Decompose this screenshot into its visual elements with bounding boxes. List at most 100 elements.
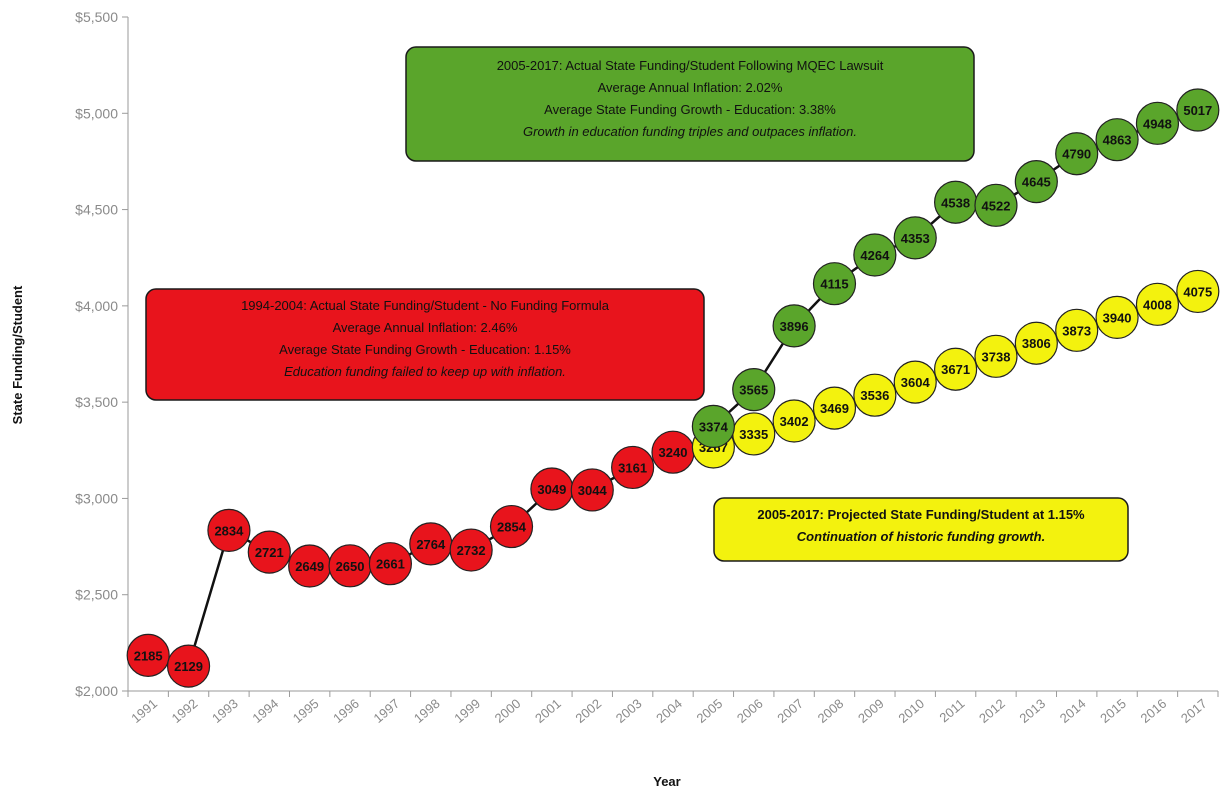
data-label: 4075 [1183,284,1212,299]
x-tick-label: 2005 [694,696,726,726]
data-label: 2721 [255,545,284,560]
data-label: 2185 [134,648,163,663]
x-tick-label: 2000 [492,696,524,726]
data-point [772,304,816,348]
data-label: 3335 [739,427,768,442]
data-label: 4264 [860,248,890,263]
data-label: 3044 [578,483,608,498]
data-point [1014,321,1058,365]
y-axis-title: State Funding/Student [10,285,25,424]
data-label: 3806 [1022,336,1051,351]
data-point [1055,308,1099,352]
data-point [893,360,937,404]
data-label: 4645 [1022,175,1051,190]
data-label: 2129 [174,659,203,674]
annotation-text: Average State Funding Growth - Education… [279,342,571,357]
y-tick-label: $2,500 [75,587,118,603]
data-label: 3873 [1062,323,1091,338]
data-point [126,633,170,677]
data-label: 4353 [901,231,930,246]
data-point [166,644,211,688]
x-tick-label: 1995 [290,696,322,726]
data-label: 4115 [820,277,848,292]
data-label: 2834 [214,523,244,538]
y-tick-label: $5,000 [75,105,118,121]
data-point [933,347,978,391]
data-label: 3940 [1103,310,1132,325]
data-label: 4538 [941,195,970,210]
data-point [1095,118,1139,162]
x-tick-label: 1991 [128,696,160,726]
annotation-boxes: 2005-2017: Actual State Funding/Student … [145,46,1129,562]
data-point [893,216,937,260]
x-tick-label: 2011 [936,696,967,725]
annotation-text: Average Annual Inflation: 2.02% [598,80,783,95]
data-label: 5017 [1183,103,1212,118]
data-label: 2854 [497,520,527,535]
x-tick-label: 2001 [532,696,564,726]
annotation-text: Average Annual Inflation: 2.46% [333,320,518,335]
data-point [974,183,1018,227]
annotation-box-red [145,288,705,401]
data-label: 3402 [780,414,809,429]
x-tick-label: 1994 [249,696,281,726]
annotation-text: Continuation of historic funding growth. [797,529,1045,544]
data-label: 3374 [699,419,729,434]
x-tick-label: 2007 [774,696,806,726]
data-label: 2650 [336,559,365,574]
annotation-box-green [405,46,975,162]
data-point [368,542,413,586]
x-tick-label: 2006 [734,696,766,726]
x-tick-label: 2013 [1016,696,1048,726]
data-point [1135,282,1180,326]
data-label: 3738 [982,349,1011,364]
x-axis-title: Year [653,774,680,789]
data-label: 2649 [295,559,324,574]
data-label: 3604 [901,375,931,390]
data-point [247,530,291,574]
data-point [691,404,735,449]
series-points: 2185 2129 2834 2721 2649 2650 2661 2764 2732 2854… [126,88,1220,688]
data-point [570,468,614,512]
x-tick-label: 2003 [613,696,645,726]
data-point [1095,295,1139,340]
data-label: 4008 [1143,297,1172,312]
data-label: 4863 [1103,133,1132,148]
data-point [489,504,534,549]
data-point [611,445,655,490]
data-label: 3536 [860,388,889,403]
annotation-text: Education funding failed to keep up with… [284,364,566,379]
data-point [449,528,493,572]
x-tick-label: 2012 [976,696,1008,726]
x-tick-label: 2008 [815,696,847,726]
data-label: 3240 [659,445,688,460]
y-tick-label: $4,000 [75,298,118,314]
x-tick-label: 2002 [572,696,604,726]
x-tick-label: 1997 [371,696,403,726]
data-label: 3896 [780,319,809,334]
y-tick-label: $3,500 [75,394,118,410]
x-tick-label: 2010 [895,696,927,726]
x-tick-label: 1993 [209,696,241,726]
x-tick-label: 1996 [330,696,362,726]
y-tick-label: $3,000 [75,490,118,506]
data-label: 4948 [1143,116,1172,131]
data-point [732,368,776,412]
data-point [974,334,1018,378]
x-tick-label: 1992 [169,696,201,726]
data-point [207,508,251,552]
annotation-box-yellow [713,497,1129,562]
data-point [1055,132,1099,176]
annotation-text: 2005-2017: Projected State Funding/Stude… [757,507,1085,522]
data-point [1135,101,1180,145]
annotation-text: Growth in education funding triples and … [523,124,857,139]
data-label: 3469 [820,401,849,416]
data-label: 3161 [618,460,647,475]
annotation-text: 2005-2017: Actual State Funding/Student … [497,58,884,73]
data-point [853,233,897,277]
data-label: 4522 [982,198,1011,213]
data-point [812,262,857,306]
y-tick-label: $5,500 [75,9,118,25]
annotation-text: Average State Funding Growth - Education… [544,102,836,117]
